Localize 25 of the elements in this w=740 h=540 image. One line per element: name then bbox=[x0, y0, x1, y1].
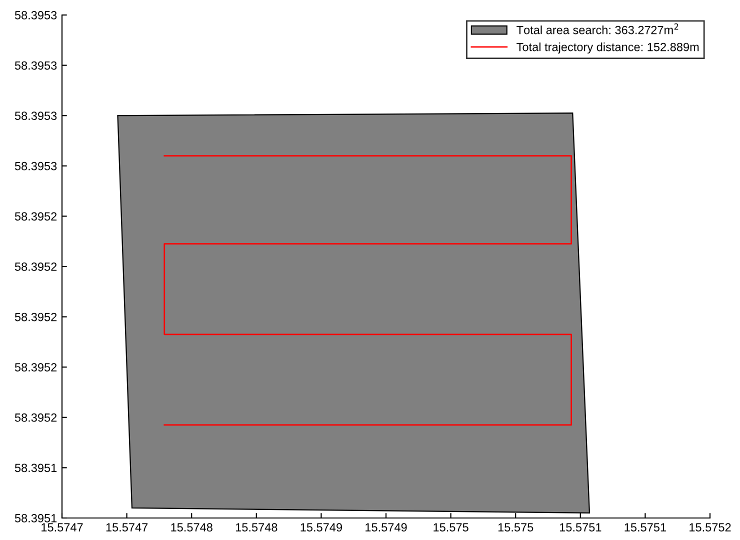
x-tick-label: 15.575 bbox=[434, 523, 468, 532]
x-tick-label: 15.5751 bbox=[624, 523, 666, 532]
x-tick-label: 15.575 bbox=[498, 523, 534, 532]
legend-label: Total area search: 363.2727m$^{2}$ bbox=[516, 23, 678, 34]
y-tick-label: 58.3953 bbox=[14, 11, 57, 20]
x-tick-label: 15.5747 bbox=[42, 523, 83, 532]
y-tick-label: 58.3952 bbox=[14, 212, 57, 221]
y-tick-label: 58.3953 bbox=[14, 61, 57, 70]
x-tick-label: 15.5751 bbox=[560, 523, 602, 532]
y-tick-label: 58.3952 bbox=[14, 363, 57, 372]
x-tick-label: 15.5747 bbox=[106, 523, 148, 532]
y-tick-label: 58.3951 bbox=[14, 464, 57, 472]
y-tick-label: 58.3953 bbox=[14, 162, 57, 170]
y-tick-label: 58.3952 bbox=[14, 413, 57, 422]
x-tick-label: 15.5748 bbox=[236, 523, 278, 532]
y-tick-label: 58.3952 bbox=[14, 312, 57, 322]
x-tick-label: 15.5752 bbox=[690, 523, 731, 532]
legend-label: Total trajectory distance: 152.889m bbox=[516, 42, 699, 54]
x-tick-label: 15.5749 bbox=[366, 523, 407, 532]
y-tick-label: 58.3953 bbox=[14, 112, 57, 120]
x-tick-label: 15.5749 bbox=[300, 523, 342, 532]
line-series bbox=[164, 155, 572, 426]
y-tick-label: 58.3951 bbox=[14, 514, 57, 522]
x-tick-label: 15.5748 bbox=[171, 523, 212, 532]
y-tick-label: 58.3952 bbox=[14, 262, 57, 271]
